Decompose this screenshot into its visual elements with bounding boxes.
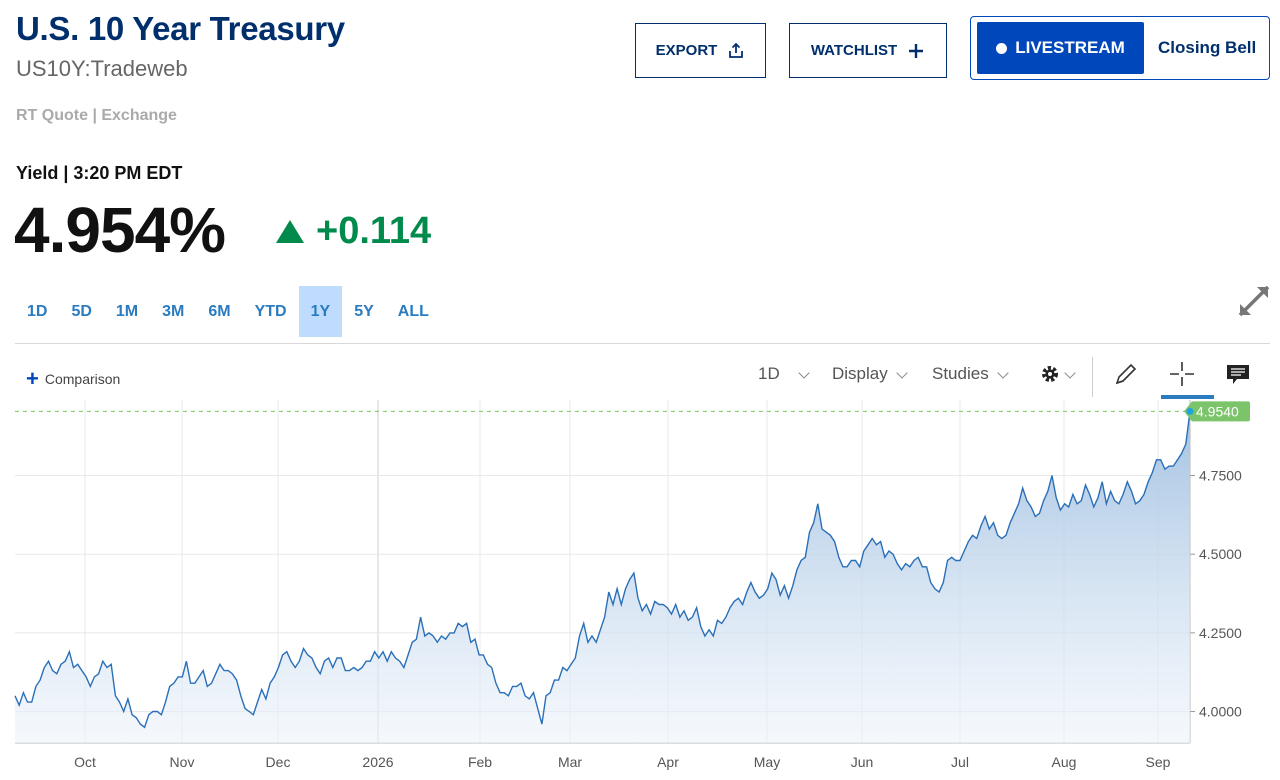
export-label: EXPORT [655, 42, 718, 59]
y-tick-label: 4.5000 [1199, 546, 1242, 562]
chevron-down-icon [997, 367, 1009, 379]
last-value-point [1186, 407, 1194, 415]
page-title: U.S. 10 Year Treasury [16, 10, 345, 47]
interval-label: 1D [758, 364, 780, 383]
display-label: Display [832, 364, 888, 383]
display-dropdown[interactable]: Display [832, 364, 908, 384]
crosshair-icon[interactable] [1168, 360, 1196, 388]
comment-icon[interactable] [1225, 360, 1253, 388]
range-tab-1y[interactable]: 1Y [298, 286, 343, 337]
range-tab-ytd[interactable]: YTD [254, 302, 287, 320]
interval-dropdown[interactable]: 1D [758, 364, 810, 384]
yield-value: 4.954% [14, 194, 226, 266]
studies-dropdown[interactable]: Studies [932, 364, 1009, 384]
watchlist-label: WATCHLIST [810, 42, 898, 59]
y-tick-label: 4.0000 [1199, 704, 1242, 720]
x-tick-label: Sep [1146, 754, 1171, 770]
range-tab-5y[interactable]: 5Y [354, 302, 374, 320]
export-button[interactable]: EXPORT [635, 23, 766, 78]
live-toggle-group: LIVESTREAM Closing Bell [970, 16, 1270, 80]
livestream-label: LIVESTREAM [1015, 38, 1125, 57]
active-tool-indicator [1161, 395, 1214, 399]
y-tick-label: 4.7500 [1199, 468, 1242, 484]
last-value-badge [1184, 401, 1250, 422]
toolbar-divider [1092, 357, 1093, 397]
yield-timestamp: Yield | 3:20 PM EDT [16, 163, 183, 183]
comparison-button[interactable]: + Comparison [26, 368, 120, 390]
yield-chart[interactable]: Oct Nov Dec 2026 Feb Mar Apr May Jun Jul Aug Sep 4.7… [0, 400, 1280, 780]
range-tab-6m[interactable]: 6M [208, 302, 231, 320]
x-tick-label: Dec [266, 754, 291, 770]
watchlist-button[interactable]: WATCHLIST [789, 23, 947, 78]
area-fill [15, 411, 1190, 743]
y-tick-label: 4.2500 [1199, 625, 1242, 641]
x-tick-label: Jul [951, 754, 969, 770]
chevron-down-icon [896, 367, 908, 379]
x-tick-label: Mar [558, 754, 582, 770]
expand-icon[interactable] [1236, 283, 1272, 319]
x-tick-label: Nov [170, 754, 195, 770]
chevron-down-icon [798, 367, 810, 379]
range-tab-5d[interactable]: 5D [71, 302, 92, 320]
quote-source-label: RT Quote | Exchange [16, 107, 177, 124]
live-dot-icon [996, 42, 1008, 54]
pencil-icon[interactable] [1112, 360, 1140, 388]
plus-icon [909, 43, 924, 58]
add-icon: + [26, 366, 39, 391]
livestream-button[interactable]: LIVESTREAM [977, 22, 1144, 74]
share-icon [729, 42, 744, 58]
x-tick-label: May [754, 754, 780, 770]
closing-bell-button[interactable]: Closing Bell [1158, 38, 1257, 57]
chart-divider [15, 343, 1270, 344]
x-tick-label: Feb [468, 754, 492, 770]
symbol-label: US10Y:Tradeweb [16, 56, 188, 81]
gear-icon [1042, 366, 1058, 382]
x-tick-label: Oct [74, 754, 96, 770]
series-line [14, 411, 1191, 729]
range-tab-1d[interactable]: 1D [27, 302, 48, 320]
x-tick-label: Aug [1052, 754, 1077, 770]
yield-change: +0.114 [316, 210, 432, 252]
range-tab-all[interactable]: ALL [397, 302, 429, 320]
settings-dropdown[interactable] [1040, 364, 1076, 384]
x-tick-label: Apr [657, 754, 679, 770]
chevron-down-icon [1064, 367, 1076, 379]
range-tab-1m[interactable]: 1M [115, 302, 139, 320]
x-tick-label: 2026 [362, 754, 393, 770]
comparison-label: Comparison [44, 371, 121, 387]
time-range-tabs: 1D 5D 1M 3M 6M YTD 1Y 5Y ALL [15, 286, 441, 337]
x-tick-label: Jun [851, 754, 874, 770]
range-tab-3m[interactable]: 3M [162, 302, 185, 320]
last-value-label: 4.9540 [1196, 403, 1239, 419]
studies-label: Studies [932, 364, 989, 383]
up-arrow-icon [276, 220, 304, 243]
